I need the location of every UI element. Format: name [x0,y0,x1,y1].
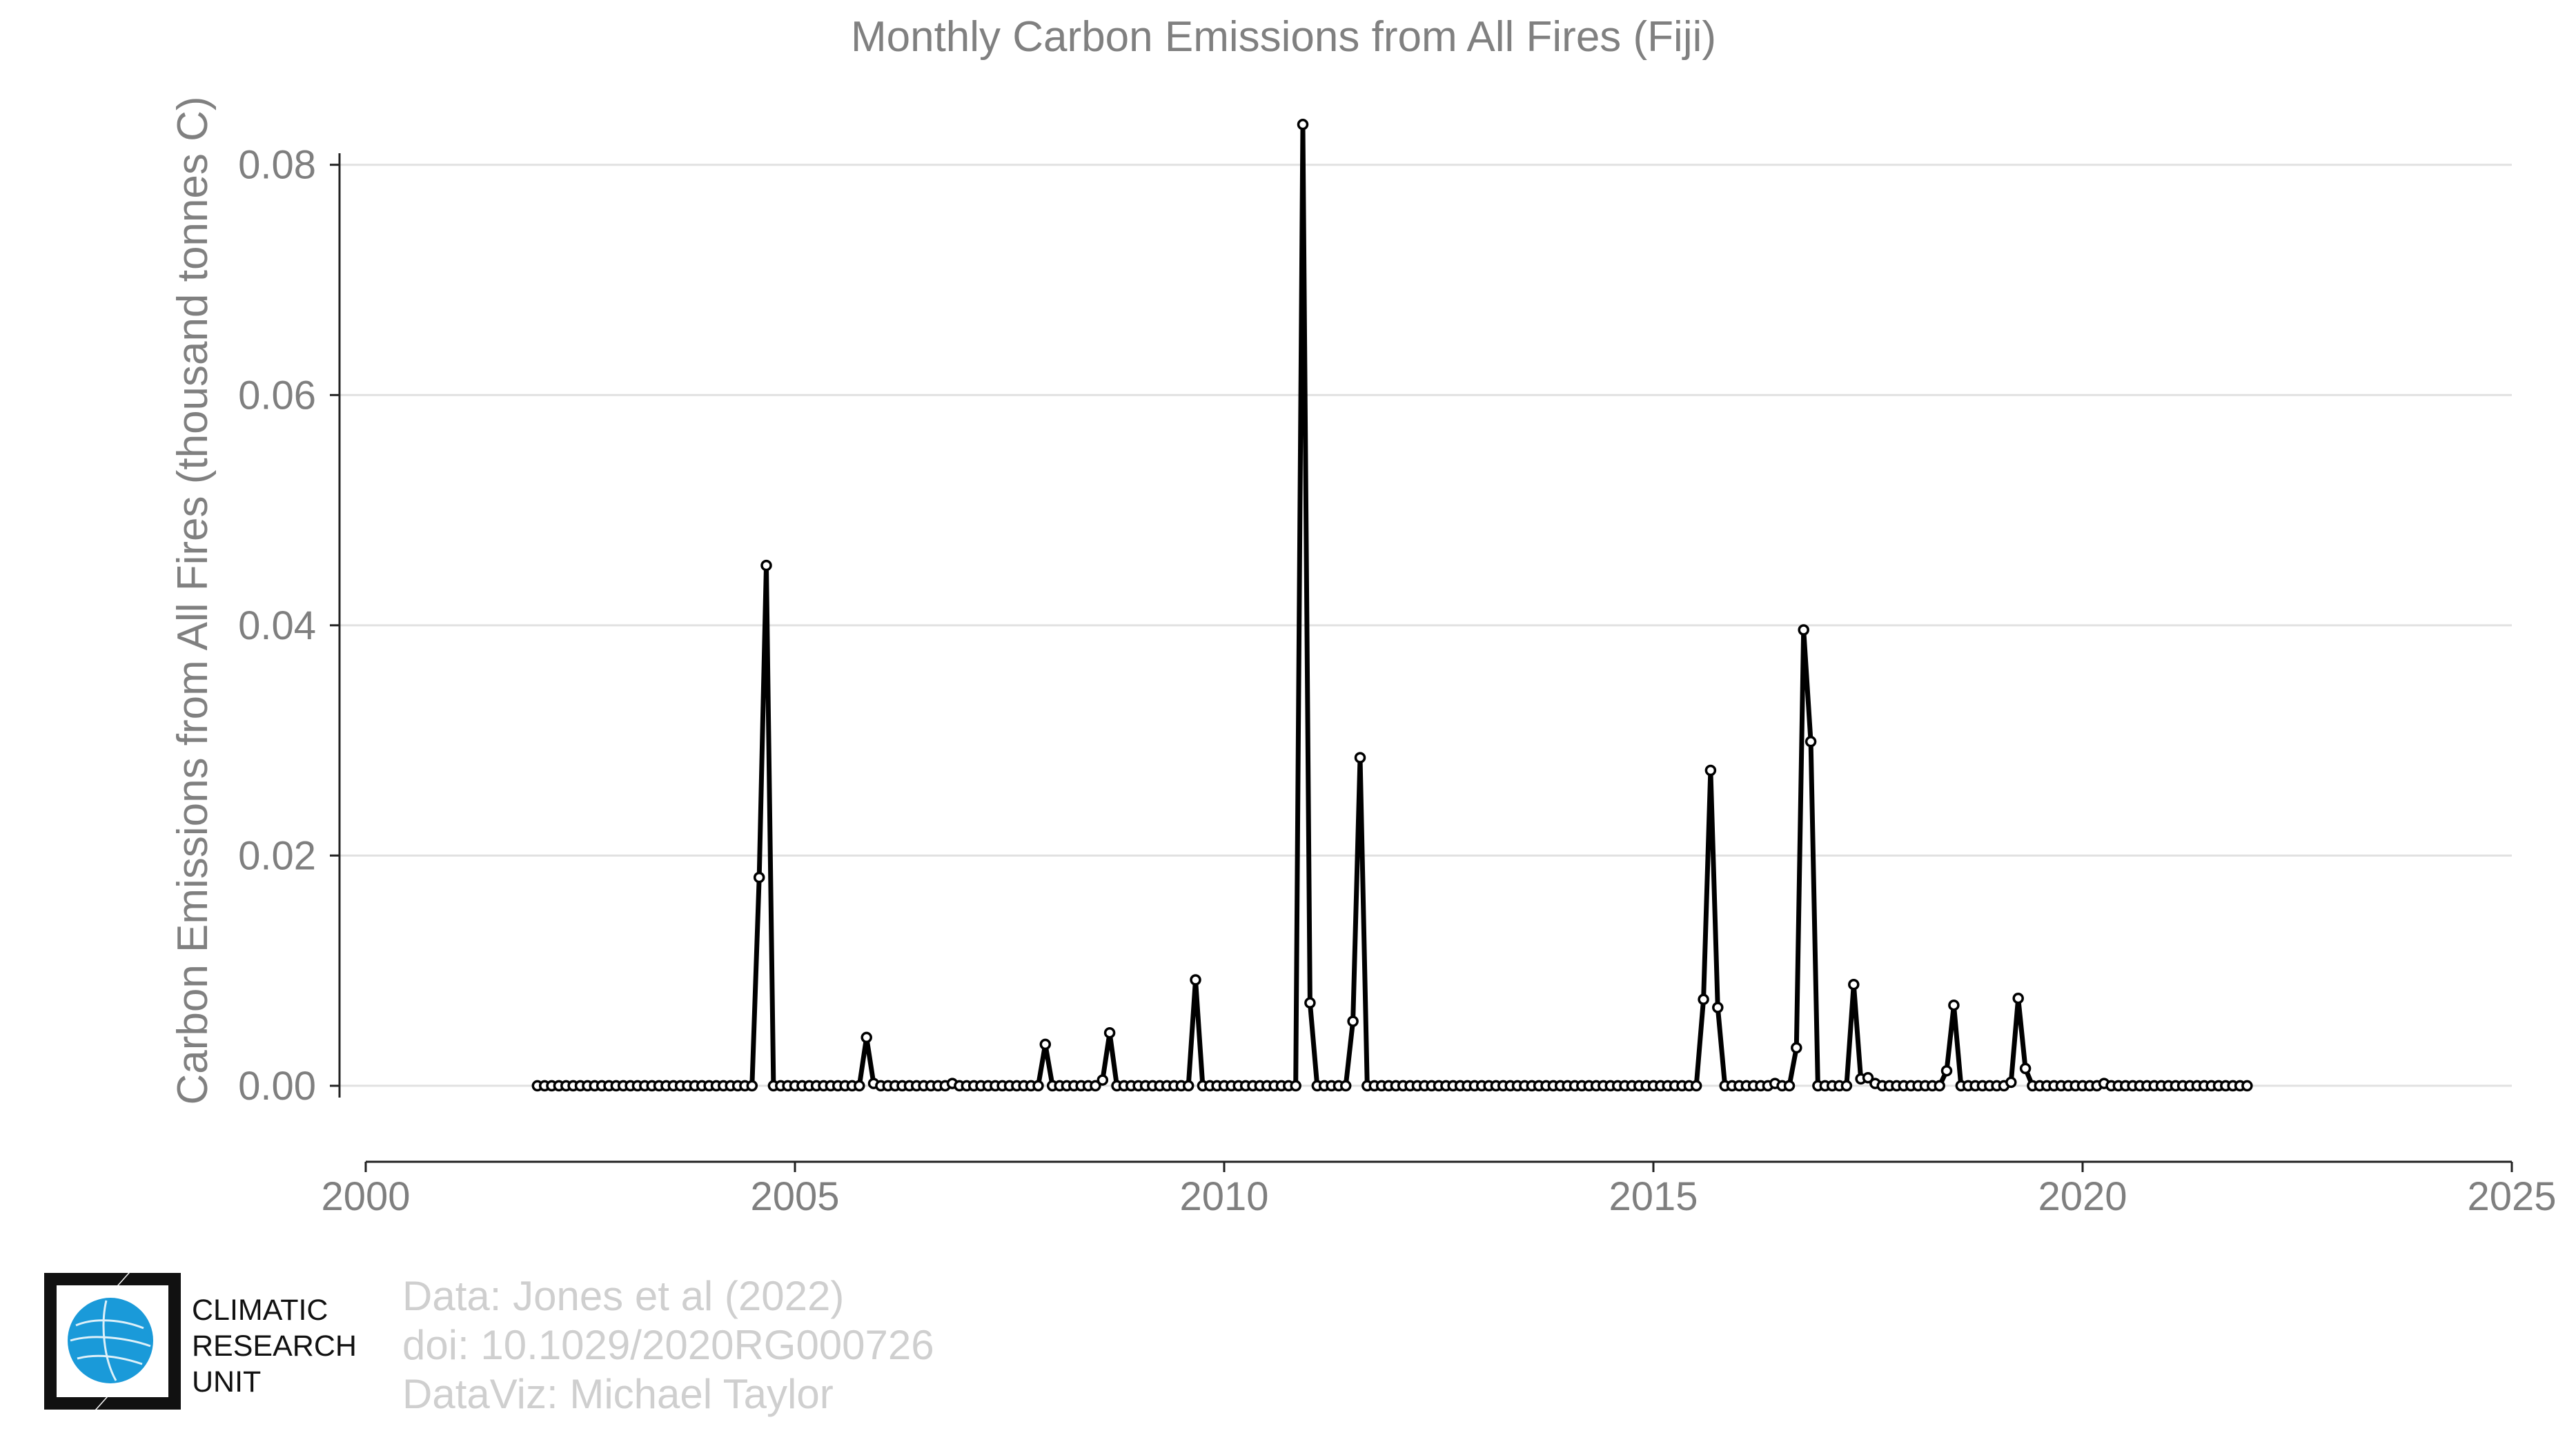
y-tick-label: 0.06 [238,373,316,418]
logo-text: CLIMATIC RESEARCH UNIT [192,1292,357,1400]
data-point [1712,1002,1724,1013]
data-point [2012,992,2024,1004]
chart-title: Monthly Carbon Emissions from All Fires … [851,13,1716,61]
data-point [1304,997,1316,1009]
grid-lines [340,164,2512,1087]
data-point [1862,1072,1874,1084]
x-tick-label: 2010 [1179,1174,1268,1219]
credits: Data: Jones et al (2022) doi: 10.1029/20… [402,1272,934,1419]
x-tick-labels: 2000 2005 2010 2015 2020 2025 [321,1174,2556,1219]
data-point [1182,1080,1194,1092]
series-line [537,121,2248,1089]
data-point [1704,764,1717,777]
axes [330,153,2513,1172]
data-point [861,1031,872,1044]
data-point [746,1080,758,1092]
x-tick-label: 2020 [2038,1174,2127,1219]
data-point [1805,736,1817,748]
x-tick-label: 2015 [1609,1174,1698,1219]
logo-bracket-right [97,1273,181,1410]
x-tick-label: 2005 [750,1174,839,1219]
y-tick-label: 0.08 [238,143,316,188]
data-point [753,871,765,884]
cru-logo [44,1273,181,1410]
data-point [1848,978,1860,991]
y-tick-labels: 0.00 0.02 0.04 0.06 0.08 [238,143,316,1109]
data-point [1934,1080,1945,1092]
data-point [760,559,772,572]
data-point [1097,1074,1109,1086]
y-tick-label: 0.04 [238,603,316,648]
credit-data-source: Data: Jones et al (2022) [402,1273,845,1319]
credit-doi: doi: 10.1029/2020RG000726 [402,1322,934,1368]
data-point [1948,999,1960,1011]
data-point [1840,1080,1853,1092]
data-point [1354,752,1366,763]
credit-dataviz: DataViz: Michael Taylor [402,1371,834,1417]
data-point [1791,1042,1802,1054]
logo-text-line-2: RESEARCH [192,1330,357,1363]
data-point [2005,1076,2017,1089]
globe-swirl-icon [70,1300,151,1381]
data-point [1690,1080,1702,1092]
data-point [1698,993,1709,1006]
y-tick-label: 0.00 [238,1064,316,1109]
logo-text-line-3: UNIT [192,1365,262,1399]
data-point [2019,1062,2032,1075]
x-tick-label: 2025 [2467,1174,2556,1219]
data-point [2241,1080,2253,1092]
data-point [854,1080,865,1092]
logo-text-line-1: CLIMATIC [192,1294,328,1327]
data-point [1297,119,1309,130]
data-point [1798,624,1809,636]
series [531,119,2253,1092]
data-point [1039,1038,1052,1051]
data-point [1190,974,1201,986]
x-tick-label: 2000 [321,1174,410,1219]
data-point [1090,1080,1101,1092]
data-point [1339,1080,1352,1092]
data-point [1347,1015,1359,1027]
data-point [1032,1080,1044,1092]
logo-bracket-left [44,1273,128,1410]
data-point [1940,1064,1953,1077]
y-axis-title: Carbon Emissions from All Fires (thousan… [169,96,217,1104]
data-point [1783,1080,1796,1092]
data-point [1103,1026,1116,1039]
data-point [1290,1080,1301,1092]
y-tick-label: 0.02 [238,833,316,878]
